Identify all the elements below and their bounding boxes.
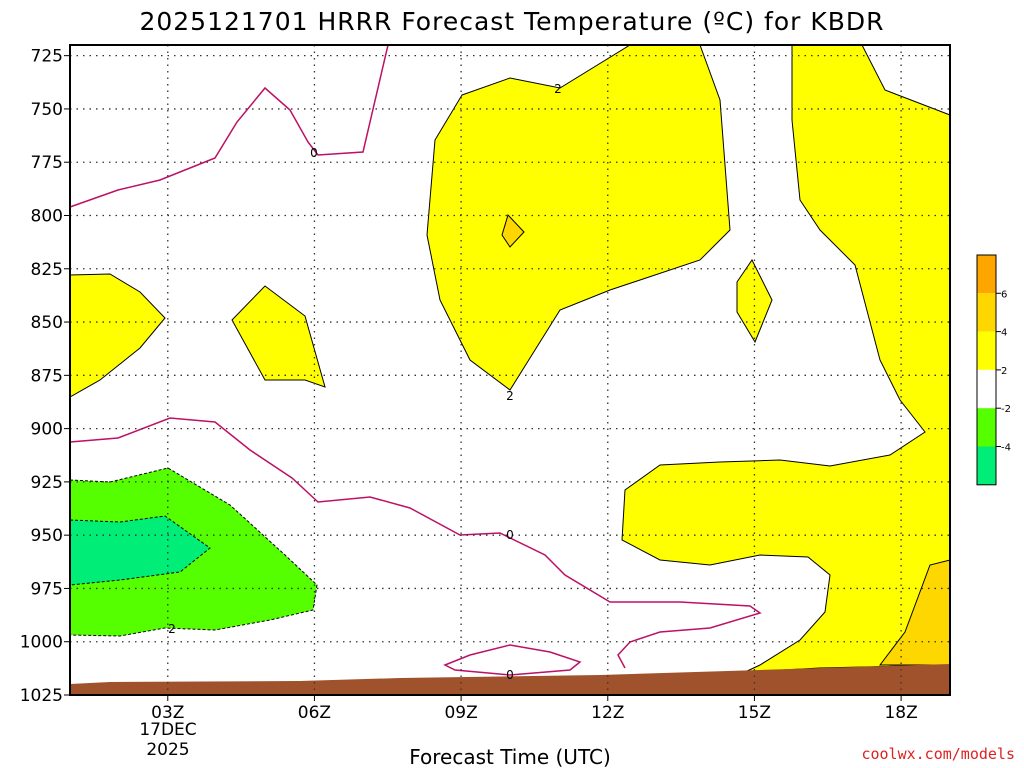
y-tick-label: 975 xyxy=(31,579,63,599)
credit-text: coolwx.com/models xyxy=(861,745,1015,763)
color-legend: 6 4 2 -2 -4 xyxy=(976,254,1011,486)
contour-label: 2 xyxy=(506,389,514,403)
contour-label: 0 xyxy=(506,668,514,682)
y-tick-label: 750 xyxy=(31,100,63,120)
y-tick-label: 725 xyxy=(31,47,63,67)
legend-label: -4 xyxy=(1001,443,1011,454)
zero-isotherm xyxy=(69,417,762,669)
contour-label: 0 xyxy=(506,528,514,542)
legend-swatch xyxy=(977,293,996,332)
y-tick-label: 925 xyxy=(31,473,63,493)
ground-surface xyxy=(70,664,950,695)
y-tick-label: 900 xyxy=(31,420,63,440)
legend-swatch xyxy=(977,255,996,294)
zero-isotherm xyxy=(443,644,582,676)
contour-region-warm xyxy=(231,285,326,388)
legend-swatch xyxy=(977,331,996,370)
contour-fills xyxy=(69,44,951,673)
zero-isotherm xyxy=(69,44,389,208)
legend-label: 6 xyxy=(1001,289,1007,300)
y-tick-label: 850 xyxy=(31,313,63,333)
contour-region-warm xyxy=(426,44,731,391)
legend-label: 2 xyxy=(1001,366,1007,377)
y-tick-label: 775 xyxy=(31,153,63,173)
y-axis-ticks: 725 750 775 800 825 850 875 900 925 950 975 1000 102… xyxy=(20,47,70,706)
x-tick-year: 2025 xyxy=(146,740,189,760)
x-tick-label: 12Z xyxy=(591,703,624,723)
legend-swatch xyxy=(977,446,996,485)
contour-label: 2 xyxy=(168,622,176,636)
y-tick-label: 950 xyxy=(31,526,63,546)
contour-region-warm-4 xyxy=(501,214,525,248)
x-axis-ticks: 03Z 06Z 09Z 12Z 15Z 18Z xyxy=(151,695,918,723)
zero-isotherms xyxy=(69,44,762,676)
x-tick-label: 09Z xyxy=(444,703,477,723)
y-tick-label: 1000 xyxy=(20,633,63,653)
x-tick-label: 15Z xyxy=(738,703,771,723)
plot-frame xyxy=(69,44,951,696)
grid-lines xyxy=(70,45,950,695)
contour-region-cold-4 xyxy=(69,515,211,586)
legend-swatch xyxy=(977,408,996,447)
x-axis-label: Forecast Time (UTC) xyxy=(409,745,611,768)
y-tick-label: 875 xyxy=(31,366,63,386)
y-tick-label: 800 xyxy=(31,206,63,226)
y-tick-label: 1025 xyxy=(20,686,63,706)
chart-title: 2025121701 HRRR Forecast Temperature (ºC… xyxy=(139,7,884,36)
y-tick-label: 825 xyxy=(31,260,63,280)
x-tick-label: 06Z xyxy=(298,703,331,723)
contour-label: 2 xyxy=(554,82,562,96)
legend-swatch xyxy=(977,369,996,409)
x-tick-label: 03Z xyxy=(151,703,184,723)
legend-label: -2 xyxy=(1001,404,1011,415)
x-tick-label: 18Z xyxy=(884,703,917,723)
contour-label: 0 xyxy=(310,146,318,160)
legend-label: 4 xyxy=(1001,328,1007,339)
x-tick-date: 17DEC xyxy=(139,720,196,740)
contour-region-warm xyxy=(736,259,773,344)
contour-region-warm xyxy=(69,273,166,398)
contour-labels: 2 0 2 2 0 0 xyxy=(168,82,562,682)
